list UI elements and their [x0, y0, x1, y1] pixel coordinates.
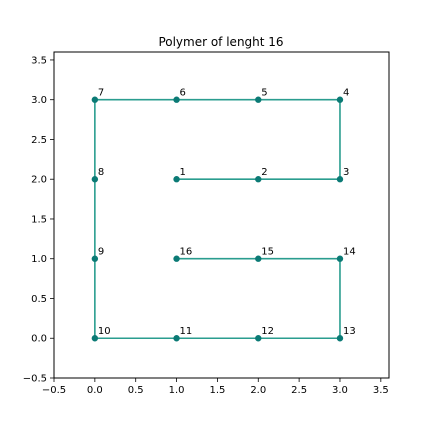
x-tick-label: 2.5	[291, 385, 307, 396]
y-tick-label: 1.0	[31, 254, 47, 265]
monomer-label: 13	[343, 326, 356, 337]
x-tick-label: 0.5	[128, 385, 144, 396]
monomer-point	[173, 335, 180, 342]
monomer-point	[255, 96, 262, 103]
x-tick-label: 3.5	[373, 385, 389, 396]
monomer-point	[91, 335, 99, 342]
monomer-point	[336, 96, 344, 103]
x-tick-label: 1.5	[209, 385, 225, 396]
y-tick-label: 2.0	[31, 175, 47, 186]
monomer-label: 14	[343, 247, 356, 258]
plot-frame	[53, 51, 390, 379]
monomer-label: 4	[343, 88, 349, 99]
x-tick-label: 3.0	[332, 385, 348, 396]
monomer-point	[173, 176, 180, 183]
monomer-label: 11	[180, 326, 193, 337]
y-tick-label: 3.0	[31, 95, 47, 106]
monomer-point	[255, 255, 262, 262]
monomer-label: 8	[98, 167, 104, 178]
monomer-point	[255, 335, 262, 342]
monomer-label: 1	[180, 167, 186, 178]
monomer-label: 7	[98, 88, 104, 99]
y-tick-label: 2.5	[31, 135, 47, 146]
monomer-label: 5	[261, 88, 267, 99]
monomer-label: 10	[98, 326, 111, 337]
polymer-chain-line	[94, 98, 341, 340]
axis-ticks: −0.5 0.0 0.5 1.0 1.5 2.0 2.5 3.0 3.5 −0.5 0.0 0.5 1.…	[23, 55, 389, 396]
monomer-point	[173, 96, 180, 103]
monomer-point	[255, 176, 262, 183]
monomer-label: 2	[261, 167, 267, 178]
monomer-point	[91, 176, 99, 183]
monomer-point	[91, 96, 99, 103]
y-tick-label: −0.5	[23, 374, 47, 385]
monomer-point	[336, 255, 344, 262]
x-tick-label: −0.5	[42, 385, 66, 396]
monomer-point	[91, 255, 99, 262]
monomer-label: 15	[261, 247, 274, 258]
monomer-point	[173, 255, 180, 262]
monomer-label: 6	[180, 88, 186, 99]
y-tick-label: 1.5	[31, 214, 47, 225]
monomer-label: 12	[261, 326, 274, 337]
x-tick-label: 1.0	[169, 385, 185, 396]
monomer-point	[336, 335, 344, 342]
monomer-label: 9	[98, 247, 104, 258]
y-tick-label: 3.5	[31, 55, 47, 66]
x-tick-label: 2.0	[250, 385, 266, 396]
monomer-label: 16	[180, 247, 193, 258]
x-tick-label: 0.0	[87, 385, 103, 396]
chart-title: Polymer of lenght 16	[158, 35, 283, 49]
y-tick-label: 0.0	[31, 334, 47, 345]
monomer-label: 3	[343, 167, 349, 178]
monomer-point	[336, 176, 344, 183]
y-tick-label: 0.5	[31, 294, 47, 305]
